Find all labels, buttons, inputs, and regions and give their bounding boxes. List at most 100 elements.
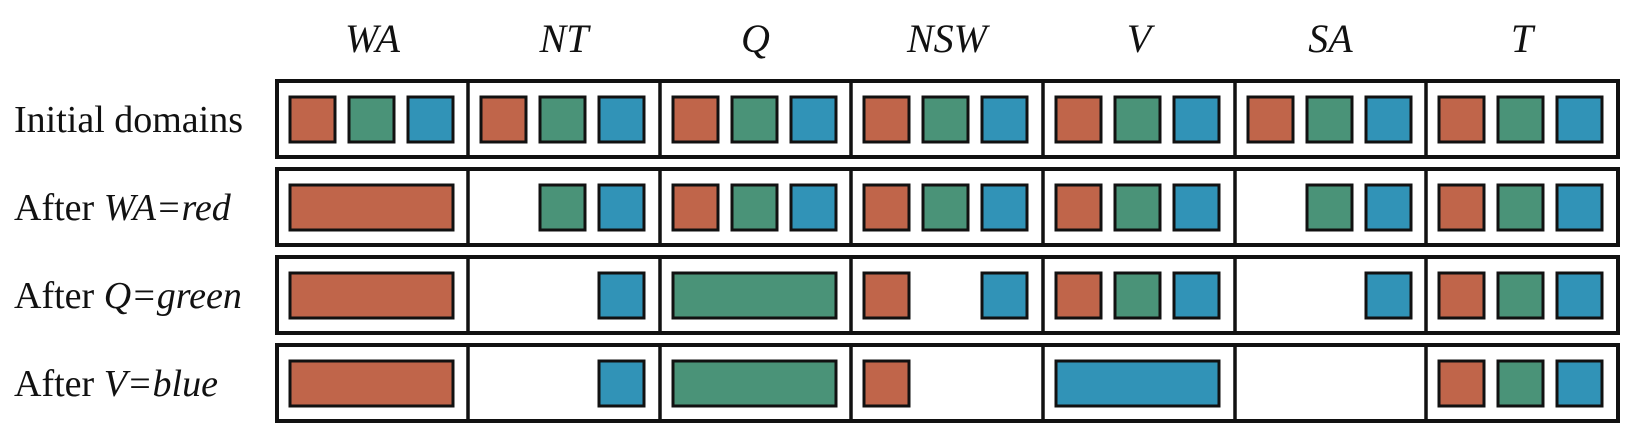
domain-value-green (1305, 183, 1354, 232)
domain-value-red (288, 95, 337, 144)
domain-value-blue (597, 271, 646, 320)
domain-value-red (862, 271, 911, 320)
domain-value-green (1496, 183, 1545, 232)
domain-cell-nsw (862, 271, 1029, 320)
domain-value-green (921, 183, 970, 232)
domain-cell-v (1054, 359, 1221, 408)
row-label-variable: WA (104, 187, 157, 229)
domain-value-green (1113, 271, 1162, 320)
row-label-assignment: =blue (127, 363, 218, 405)
domain-cell-nsw (862, 183, 1029, 232)
domain-row (275, 167, 1620, 247)
domain-cell-wa (288, 359, 455, 408)
row-label-prefix: After (14, 363, 104, 405)
row-border (275, 255, 1620, 335)
domain-cell-v (1054, 271, 1221, 320)
domain-cell-sa (1246, 95, 1413, 144)
row-label-variable: Q (104, 275, 131, 317)
domain-cell-wa (288, 183, 455, 232)
column-header-t: T (1511, 16, 1536, 61)
domain-value-red (479, 95, 528, 144)
domain-value-blue (597, 183, 646, 232)
column-header-sa: SA (1308, 16, 1353, 61)
row-label: After Q=green (14, 275, 242, 317)
domain-value-blue (1364, 183, 1413, 232)
column-header-v: V (1127, 16, 1156, 61)
domain-value-red (1054, 95, 1103, 144)
row-label: After V=blue (14, 363, 218, 405)
domain-cell-t (1437, 271, 1604, 320)
domain-value-green (1496, 359, 1545, 408)
domain-value-red (671, 95, 720, 144)
domain-cell-nt (479, 95, 646, 144)
domain-value-blue (980, 271, 1029, 320)
domain-value-green (538, 95, 587, 144)
domain-value-blue (789, 95, 838, 144)
column-header-q: Q (741, 16, 770, 61)
domain-value-blue (1172, 95, 1221, 144)
row-label-assignment: =red (156, 187, 232, 229)
row-label-variable: V (104, 363, 131, 405)
assigned-value-red (288, 271, 455, 320)
domain-value-red (1437, 95, 1486, 144)
domain-value-blue (406, 95, 455, 144)
column-header-wa: WA (345, 16, 401, 61)
domain-cell-nsw (862, 95, 1029, 144)
domain-cell-sa (1305, 183, 1413, 232)
assigned-value-blue (1054, 359, 1221, 408)
domain-cell-v (1054, 95, 1221, 144)
domain-cell-q (671, 183, 838, 232)
domain-cell-t (1437, 95, 1604, 144)
domain-value-blue (597, 359, 646, 408)
domain-row (275, 255, 1620, 335)
domain-value-red (862, 359, 911, 408)
domain-value-green (1113, 183, 1162, 232)
domain-row (275, 79, 1620, 159)
assigned-value-red (288, 359, 455, 408)
domain-value-red (1054, 271, 1103, 320)
domain-row (275, 343, 1620, 423)
domain-value-green (921, 95, 970, 144)
domain-value-green (1113, 95, 1162, 144)
domain-value-red (862, 95, 911, 144)
domain-cell-wa (288, 271, 455, 320)
row-label: After WA=red (14, 187, 232, 229)
domain-cell-sa (1364, 271, 1413, 320)
domain-value-red (1437, 271, 1486, 320)
domain-value-red (1246, 95, 1295, 144)
domain-cell-nt (597, 271, 646, 320)
domain-cell-nt (597, 359, 646, 408)
domain-value-green (730, 183, 779, 232)
domain-value-blue (1172, 183, 1221, 232)
domain-value-blue (1555, 359, 1604, 408)
assigned-value-red (288, 183, 455, 232)
assigned-value-green (671, 359, 838, 408)
domain-value-red (671, 183, 720, 232)
row-border (275, 167, 1620, 247)
domain-cell-nt (538, 183, 646, 232)
domain-cell-nsw (862, 359, 911, 408)
domain-cell-wa (288, 95, 455, 144)
domain-value-red (1437, 359, 1486, 408)
domain-value-green (538, 183, 587, 232)
column-headers: WA NT Q NSW V SA T (345, 16, 1536, 61)
domain-value-blue (1555, 95, 1604, 144)
assigned-value-green (671, 271, 838, 320)
row-label-assignment: =green (131, 275, 242, 317)
row-label-prefix: After (14, 187, 104, 229)
domain-value-green (1496, 271, 1545, 320)
domain-cell-t (1437, 183, 1604, 232)
domain-value-blue (1364, 271, 1413, 320)
domain-value-blue (980, 183, 1029, 232)
domain-cell-q (671, 359, 838, 408)
row-border (275, 79, 1620, 159)
domain-value-blue (789, 183, 838, 232)
domain-value-green (347, 95, 396, 144)
column-header-nsw: NSW (906, 16, 991, 61)
domain-value-red (862, 183, 911, 232)
domain-value-blue (1364, 95, 1413, 144)
domain-value-blue (1555, 271, 1604, 320)
domain-value-blue (1555, 183, 1604, 232)
